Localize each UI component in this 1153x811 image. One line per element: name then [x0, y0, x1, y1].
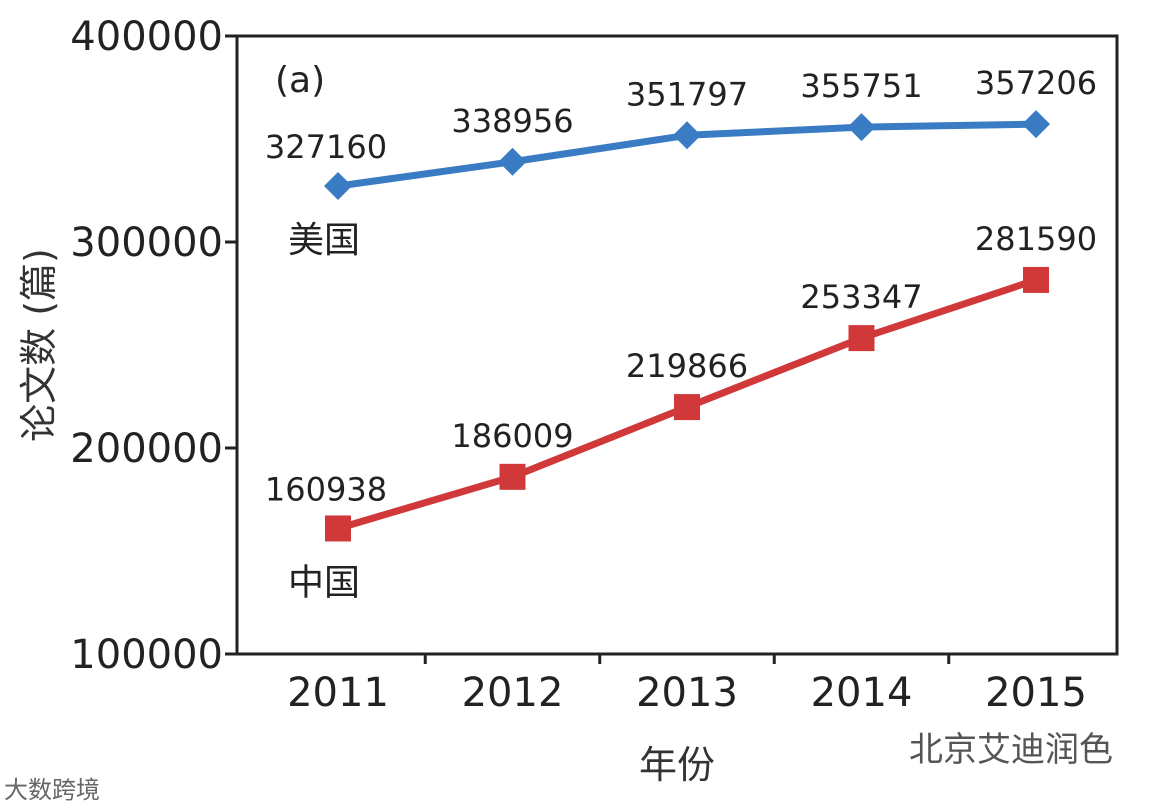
data-point-marker — [847, 113, 876, 142]
data-label: 357206 — [975, 64, 1097, 102]
data-point-marker — [1022, 110, 1050, 139]
series-name-label: 中国 — [288, 562, 360, 603]
data-point-marker — [848, 325, 875, 352]
data-point-marker — [673, 121, 701, 150]
data-point-marker — [674, 394, 700, 421]
x-axis: 2011 2012 2013 2014 2015 — [287, 654, 1087, 716]
x-axis-title: 年份 — [639, 743, 715, 787]
data-label: 355751 — [800, 67, 922, 105]
y-tick-label: 400000 — [70, 14, 223, 60]
series-china: 160938 186009 219866 253347 281590 中国 — [265, 220, 1097, 604]
x-tick-label: 2015 — [985, 670, 1087, 716]
x-tick-label: 2014 — [811, 670, 913, 716]
data-label: 351797 — [626, 75, 748, 113]
data-label: 281590 — [975, 220, 1097, 258]
x-tick-label: 2011 — [287, 670, 389, 716]
data-label: 327160 — [265, 128, 387, 166]
data-label: 160938 — [265, 470, 387, 508]
y-axis-title: 论文数 (篇) — [17, 248, 61, 442]
series-group: 327160 338956 351797 355751 357206 美国 160938 18… — [265, 64, 1097, 603]
data-point-marker — [324, 172, 352, 201]
data-point-marker — [1023, 266, 1049, 293]
series-name-label: 美国 — [288, 220, 360, 261]
data-label: 338956 — [451, 102, 573, 140]
y-axis: 100000 200000 300000 400000 — [70, 14, 237, 678]
y-tick-label: 200000 — [70, 426, 223, 472]
y-tick-label: 300000 — [70, 220, 223, 266]
panel-label: (a) — [275, 60, 325, 101]
x-tick-label: 2013 — [636, 670, 738, 716]
data-point-marker — [499, 463, 526, 490]
data-label: 186009 — [451, 417, 573, 455]
watermark-right: 北京艾迪润色 — [909, 730, 1113, 770]
y-tick-label: 100000 — [70, 632, 223, 678]
watermark-left: 大数跨境 — [4, 776, 100, 804]
x-tick-label: 2012 — [462, 670, 564, 716]
data-label: 219866 — [626, 347, 748, 385]
data-point-marker — [498, 147, 527, 176]
data-label: 253347 — [800, 278, 922, 316]
series-usa: 327160 338956 351797 355751 357206 美国 — [265, 64, 1097, 261]
data-point-marker — [325, 515, 351, 542]
